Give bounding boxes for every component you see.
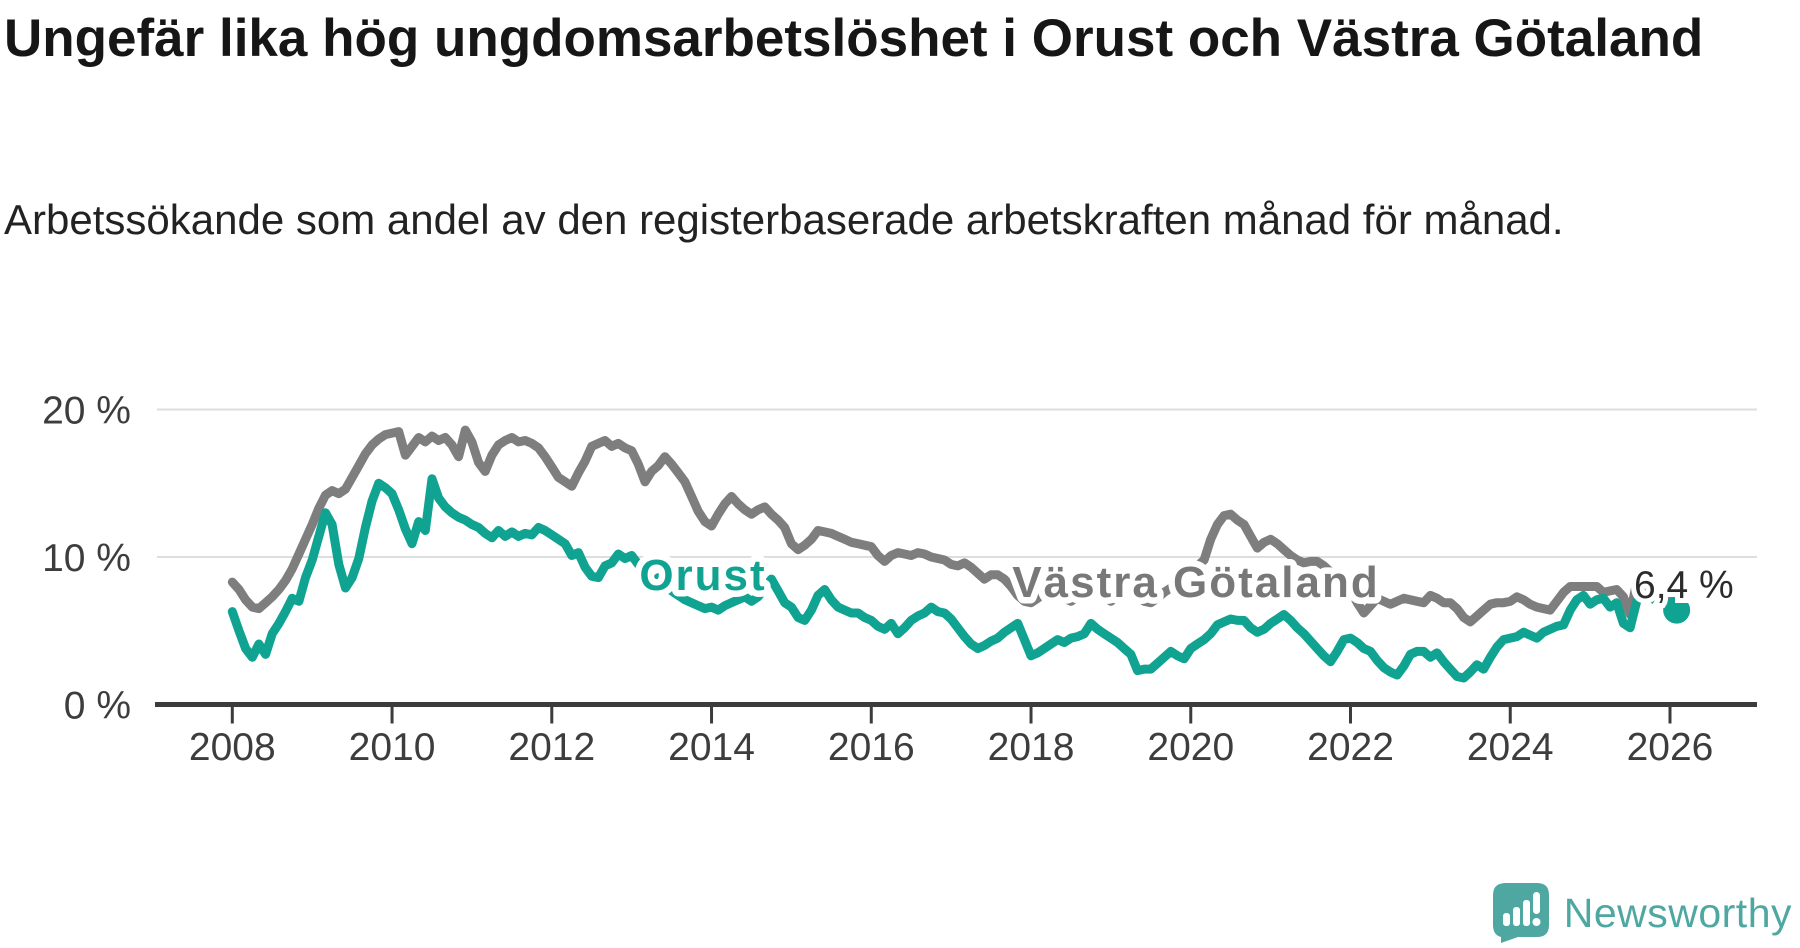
series-label-orust: Orust — [639, 551, 766, 600]
x-axis-label-2022: 2022 — [1307, 726, 1394, 769]
speech-bubble-shape — [1492, 883, 1549, 943]
brand-name: Newsworthy — [1563, 889, 1792, 936]
logo-bar-chart-glyph — [1502, 892, 1541, 926]
x-axis-label-2012: 2012 — [508, 726, 595, 769]
chart-subtitle: Arbetssökande som andel av den registerb… — [4, 196, 1564, 243]
y-axis-label-0: 0 % — [64, 685, 131, 728]
y-axis-label-10: 10 % — [42, 537, 131, 580]
series-line-orust — [227, 474, 1682, 683]
x-axis-label-2014: 2014 — [668, 726, 755, 769]
x-axis-label-2016: 2016 — [828, 726, 915, 769]
chart-header: Ungefär lika hög ungdomsarbetslöshet i O… — [4, 6, 1744, 72]
x-axis-label-2018: 2018 — [988, 726, 1075, 769]
newsworthy-logo-icon — [1492, 883, 1549, 943]
series-label-vastra-gotaland: Västra Götaland — [1012, 558, 1379, 607]
brand-footer: Newsworthy — [1492, 882, 1792, 944]
series-line-vastra-gotaland — [227, 425, 1682, 627]
line-chart-canvas: 0 % 10 % 20 % 2008 2010 2012 2014 2016 2018 2020 2… — [42, 390, 1757, 769]
x-axis-label-2008: 2008 — [189, 726, 276, 769]
endpoint-annotation: 6,4 % — [1634, 564, 1734, 607]
x-axis-label-2026: 2026 — [1627, 726, 1714, 769]
x-axis-label-2024: 2024 — [1467, 726, 1554, 769]
x-axis-label-2020: 2020 — [1147, 726, 1234, 769]
y-axis-label-20: 20 % — [42, 390, 131, 433]
orust-endpoint-dot — [1663, 596, 1691, 624]
x-axis-label-2010: 2010 — [349, 726, 436, 769]
chart-title: Ungefär lika hög ungdomsarbetslöshet i O… — [4, 9, 1704, 68]
